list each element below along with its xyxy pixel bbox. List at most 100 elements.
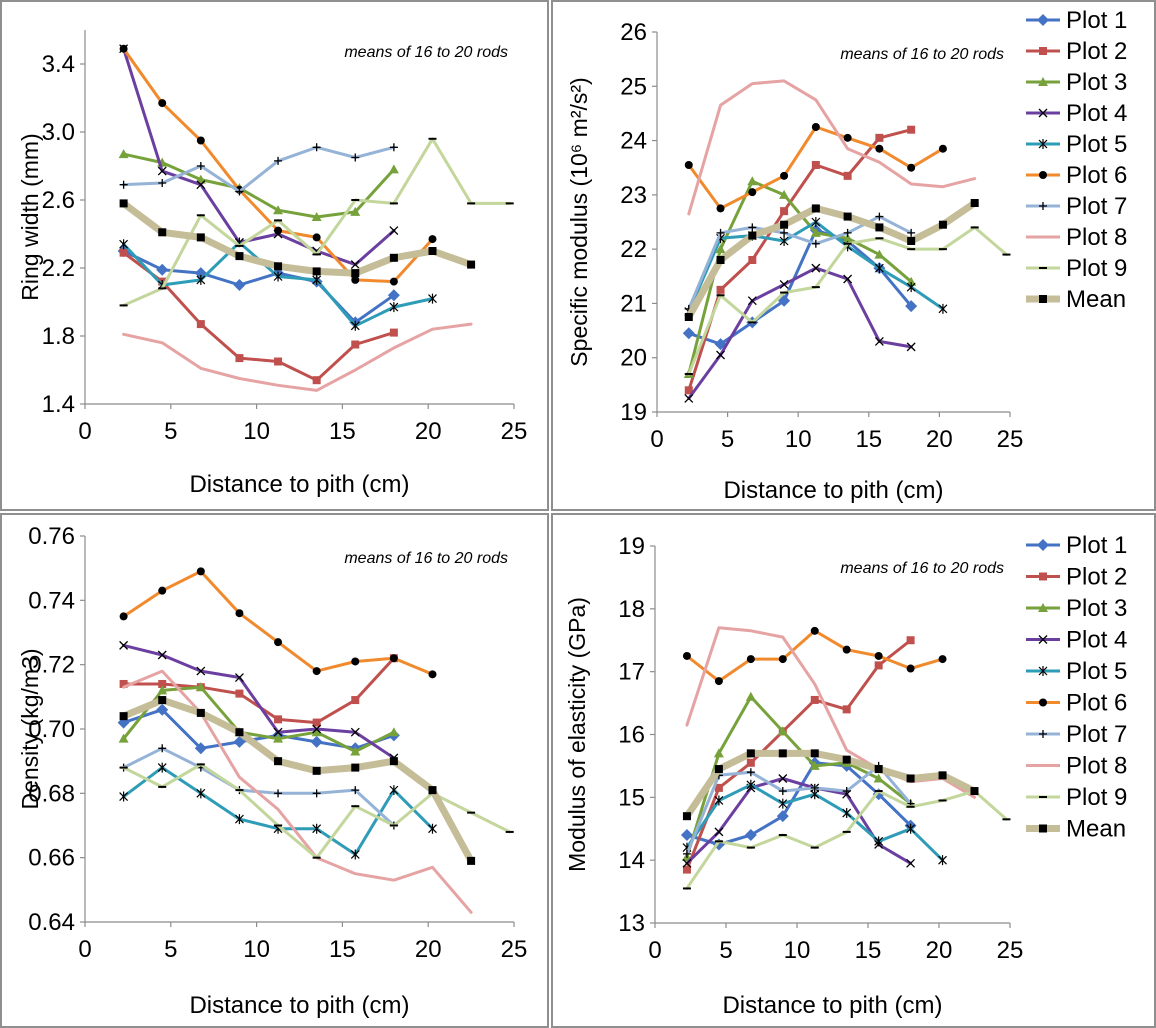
data-point (809, 760, 820, 770)
data-point (682, 858, 692, 868)
data-point (158, 679, 167, 688)
series-line-mean (120, 696, 475, 865)
data-point (938, 303, 948, 314)
legend-item-plot-8: Plot 8 (1026, 753, 1127, 780)
data-point (746, 749, 755, 758)
data-point (810, 227, 821, 237)
data-point (273, 271, 283, 282)
legend-item-plot-9: Plot 9 (1026, 784, 1127, 811)
data-point (874, 263, 884, 274)
data-point (874, 765, 883, 774)
data-point (748, 256, 757, 264)
y-tick-label: 14 (618, 847, 645, 874)
legend-label: Plot 2 (1066, 38, 1127, 65)
data-point (312, 274, 322, 285)
y-tick-label: 15 (618, 784, 645, 811)
data-point (119, 248, 128, 257)
data-point (351, 657, 360, 666)
y-tick-label: 19 (620, 399, 647, 426)
data-point (158, 228, 167, 237)
data-point (746, 655, 755, 664)
data-point (196, 666, 206, 676)
legend-label: Plot 2 (1066, 564, 1127, 591)
data-point (196, 180, 206, 190)
x-tick-label: 15 (329, 936, 356, 963)
data-point (873, 773, 884, 783)
legend-label: Plot 5 (1066, 658, 1127, 685)
legend-marker (1039, 295, 1047, 303)
series-line-plot-4 (687, 266, 913, 400)
data-point (682, 849, 691, 858)
data-point (118, 149, 129, 159)
series-line-plot-8 (122, 669, 473, 914)
series-plot-5 (119, 762, 437, 860)
data-point (350, 260, 360, 270)
data-point (196, 567, 205, 576)
y-tick-label: 24 (620, 128, 647, 155)
x-axis-title: Distance to pith (cm) (189, 992, 409, 1019)
data-point (780, 228, 789, 237)
data-point (428, 786, 437, 795)
x-tick-label: 5 (719, 937, 732, 964)
data-point (714, 677, 723, 686)
y-tick-label: 13 (618, 910, 645, 937)
data-point (810, 695, 819, 704)
data-point (874, 661, 883, 670)
data-point (874, 336, 884, 346)
data-point (970, 787, 979, 796)
data-point (274, 757, 283, 766)
data-point (715, 244, 726, 254)
legend-marker (1039, 47, 1047, 55)
data-point (119, 712, 128, 721)
data-point (387, 289, 400, 302)
data-point (196, 136, 205, 145)
data-point (119, 44, 128, 53)
series-line-plot-4 (122, 47, 396, 267)
legend-label: Plot 9 (1066, 784, 1127, 811)
data-point (875, 212, 884, 221)
data-point (196, 788, 206, 799)
series-plot-6 (684, 123, 947, 213)
y-tick-label: 16 (618, 722, 645, 749)
y-tick-label: 1.4 (42, 391, 75, 418)
series-plot-7 (119, 143, 398, 196)
series-line-plot-7 (122, 145, 396, 193)
x-tick-label: 0 (78, 936, 91, 963)
legend-marker (1038, 666, 1048, 676)
x-tick-label: 15 (855, 426, 882, 453)
y-tick-label: 20 (620, 345, 647, 372)
series-plot-3 (681, 691, 916, 862)
data-point (351, 340, 360, 349)
legend-marker (1037, 14, 1049, 26)
series-plot-2 (684, 125, 916, 395)
x-tick-label: 20 (926, 937, 953, 964)
data-point (312, 267, 321, 276)
data-point (906, 636, 915, 645)
series-line-mean (685, 199, 979, 321)
data-point (157, 650, 167, 660)
legend-item-plot-7: Plot 7 (1026, 193, 1127, 220)
legend-label: Plot 7 (1066, 721, 1127, 748)
x-tick-label: 10 (243, 936, 270, 963)
x-tick-label: 25 (997, 426, 1024, 453)
data-point (389, 328, 398, 337)
data-point (748, 231, 757, 240)
series-line-plot-8 (685, 626, 976, 799)
data-point (906, 823, 916, 834)
data-point (389, 143, 398, 152)
data-point (779, 236, 789, 246)
modulus-of-elasticity-chart: 13 14 15 16 17 18 19 0 5 10 15 20 25 Modulus of elast… (564, 532, 1127, 1019)
y-axis-title: Modulus of elasticity (GPa) (564, 597, 590, 872)
series-mean (682, 749, 979, 821)
data-point (905, 300, 918, 313)
x-tick-label: 25 (501, 418, 528, 445)
data-point (745, 691, 756, 701)
data-point (714, 827, 724, 837)
legend-marker (1039, 698, 1047, 707)
data-point (389, 226, 399, 236)
y-tick-label: 22 (620, 236, 647, 263)
data-point (351, 269, 360, 278)
data-point (389, 654, 398, 663)
data-point (388, 727, 399, 737)
data-point (682, 651, 691, 660)
